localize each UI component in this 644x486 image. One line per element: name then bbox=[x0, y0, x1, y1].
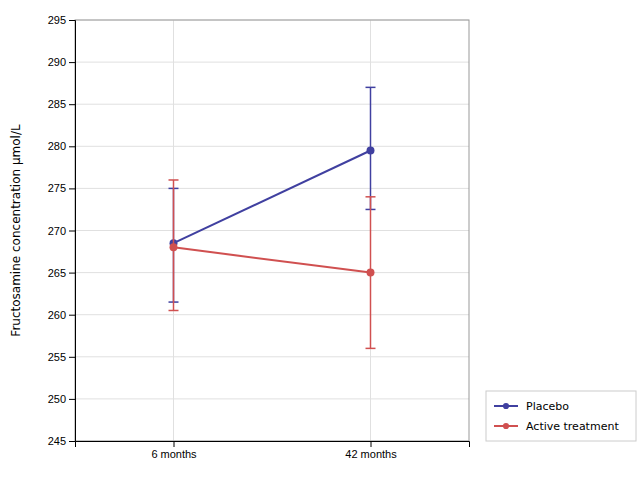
tick: 245 bbox=[48, 435, 75, 447]
tick-mark bbox=[69, 188, 75, 189]
grid-line bbox=[75, 356, 469, 357]
tick-mark bbox=[69, 357, 75, 358]
legend-item: Active treatment bbox=[494, 420, 619, 433]
line bbox=[174, 247, 371, 272]
error-cap bbox=[169, 179, 179, 181]
grid bbox=[75, 20, 469, 441]
tick-label: 42 months bbox=[345, 448, 397, 460]
tick: 290 bbox=[48, 56, 75, 68]
chart: 245 250 255 260 265 270 275 280 285 290 295 6 month… bbox=[0, 0, 644, 486]
y-axis: 245 250 255 260 265 270 275 280 285 290 295 bbox=[48, 14, 76, 447]
tick-label: 275 bbox=[48, 182, 66, 194]
grid-line bbox=[173, 20, 174, 441]
tick-label: 250 bbox=[48, 393, 66, 405]
grid-line bbox=[75, 314, 469, 315]
tick: 6 months bbox=[151, 441, 197, 460]
tick-label: 265 bbox=[48, 267, 66, 279]
legend-frame bbox=[486, 391, 636, 441]
axis-domain bbox=[76, 442, 470, 448]
x-axis: 6 months 42 months bbox=[76, 441, 470, 460]
error-cap bbox=[169, 310, 179, 312]
tick-label: 290 bbox=[48, 56, 66, 68]
grid-line bbox=[75, 188, 469, 189]
tick-mark bbox=[174, 441, 175, 447]
legend-marker bbox=[503, 423, 509, 429]
tick-mark bbox=[69, 62, 75, 63]
tick-label: 260 bbox=[48, 309, 66, 321]
tick-mark bbox=[69, 399, 75, 400]
legend: Placebo Active treatment bbox=[486, 391, 636, 441]
tick-label: 270 bbox=[48, 225, 66, 237]
grid-line bbox=[75, 146, 469, 147]
grid-line bbox=[75, 104, 469, 105]
legend-label: Active treatment bbox=[526, 420, 619, 433]
line bbox=[174, 151, 371, 244]
tick-label: 6 months bbox=[151, 448, 197, 460]
tick-mark bbox=[69, 273, 75, 274]
tick: 295 bbox=[48, 14, 75, 26]
grid-line bbox=[75, 398, 469, 399]
legend-marker bbox=[503, 403, 509, 409]
legend-item: Placebo bbox=[494, 400, 569, 413]
tick: 265 bbox=[48, 267, 75, 279]
tick: 270 bbox=[48, 225, 75, 237]
error-cap bbox=[366, 196, 376, 198]
tick-mark bbox=[69, 231, 75, 232]
tick-mark bbox=[69, 441, 75, 442]
plot: 245 250 255 260 265 270 275 280 285 290 295 6 month… bbox=[48, 14, 470, 460]
point bbox=[367, 269, 375, 277]
tick: 285 bbox=[48, 98, 75, 110]
plot-frame bbox=[75, 20, 469, 441]
tick: 255 bbox=[48, 351, 75, 363]
tick: 42 months bbox=[345, 441, 397, 460]
series bbox=[169, 87, 376, 302]
point bbox=[367, 147, 375, 155]
tick-mark bbox=[371, 441, 372, 447]
tick: 250 bbox=[48, 393, 75, 405]
grid-line bbox=[75, 62, 469, 63]
tick-mark bbox=[69, 315, 75, 316]
tick-label: 295 bbox=[48, 14, 66, 26]
tick: 275 bbox=[48, 182, 75, 194]
tick: 260 bbox=[48, 309, 75, 321]
tick-label: 245 bbox=[48, 435, 66, 447]
series bbox=[169, 180, 376, 348]
y-axis-title: Fructosamine concentration μmol/L bbox=[9, 124, 23, 337]
axis-domain bbox=[69, 21, 76, 442]
marks bbox=[169, 87, 376, 348]
tick-mark bbox=[69, 146, 75, 147]
grid-line bbox=[75, 230, 469, 231]
tick-label: 285 bbox=[48, 98, 66, 110]
point bbox=[170, 243, 178, 251]
error-cap bbox=[366, 87, 376, 89]
grid-line bbox=[75, 272, 469, 273]
tick-mark bbox=[69, 20, 75, 21]
tick: 280 bbox=[48, 140, 75, 152]
legend-label: Placebo bbox=[526, 400, 569, 413]
tick-label: 255 bbox=[48, 351, 66, 363]
tick-label: 280 bbox=[48, 140, 66, 152]
tick-mark bbox=[69, 104, 75, 105]
grid-line bbox=[370, 20, 371, 441]
error-cap bbox=[366, 348, 376, 350]
